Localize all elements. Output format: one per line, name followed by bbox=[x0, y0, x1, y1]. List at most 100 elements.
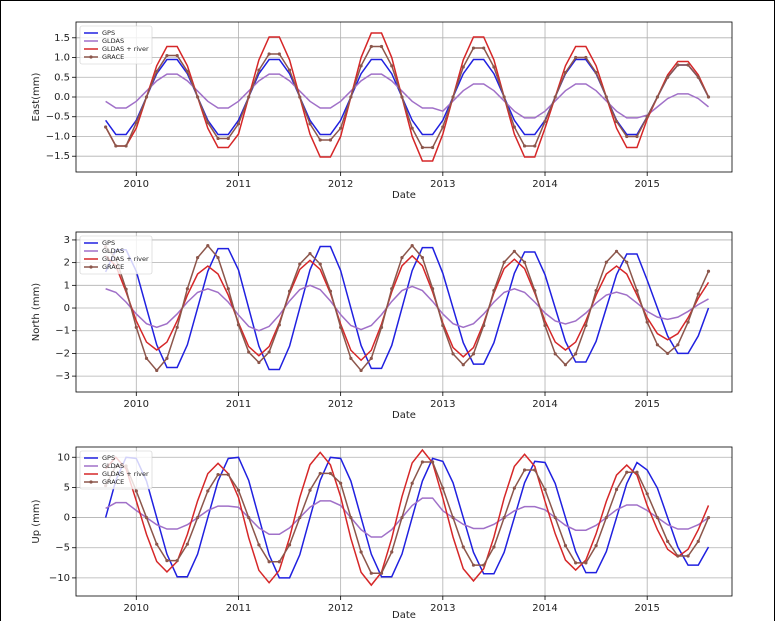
series-marker bbox=[369, 44, 373, 49]
series-marker bbox=[165, 558, 169, 563]
x-tick-label: 2014 bbox=[532, 603, 557, 614]
series-marker bbox=[451, 95, 455, 99]
y-tick-label: 1 bbox=[64, 280, 70, 291]
series-line bbox=[105, 448, 710, 587]
legend-label: GLDAS + river bbox=[102, 470, 149, 478]
y-axis-label: Up (mm) bbox=[31, 499, 42, 543]
series-marker bbox=[359, 64, 363, 68]
series-line bbox=[104, 461, 710, 574]
y-tick-label: 3 bbox=[64, 235, 70, 246]
series-marker bbox=[502, 515, 506, 520]
series-marker bbox=[431, 460, 435, 464]
series-marker bbox=[195, 515, 200, 520]
series-line bbox=[104, 45, 710, 149]
legend-label: GRACE bbox=[102, 478, 124, 486]
series-marker bbox=[104, 125, 108, 129]
series-marker bbox=[420, 460, 424, 464]
axes-frame bbox=[75, 231, 733, 393]
series-marker bbox=[512, 486, 516, 490]
x-tick-label: 2010 bbox=[124, 179, 149, 190]
series-marker bbox=[379, 325, 384, 329]
series-marker bbox=[676, 343, 680, 347]
series-marker bbox=[522, 468, 527, 472]
x-tick-label: 2013 bbox=[430, 399, 455, 410]
series-marker bbox=[226, 287, 230, 291]
series-marker bbox=[696, 75, 700, 79]
series-marker bbox=[594, 70, 598, 75]
series-marker bbox=[553, 352, 557, 356]
series-marker bbox=[482, 563, 486, 567]
series-marker bbox=[195, 256, 200, 260]
x-tick-label: 2013 bbox=[430, 603, 455, 614]
series-marker bbox=[277, 52, 281, 56]
legend-marker bbox=[89, 480, 93, 484]
series-marker bbox=[206, 121, 210, 125]
series-marker bbox=[236, 323, 241, 327]
series-marker bbox=[604, 95, 608, 99]
series-marker bbox=[185, 287, 189, 291]
y-tick-label: 0.0 bbox=[54, 92, 70, 103]
series-marker bbox=[543, 119, 547, 124]
y-tick-label: −2 bbox=[55, 348, 70, 359]
series-marker bbox=[410, 126, 414, 130]
series-marker bbox=[584, 323, 588, 328]
legend-label: GLDAS bbox=[102, 37, 124, 45]
y-tick-label: −1.5 bbox=[46, 151, 70, 162]
series-marker bbox=[226, 472, 230, 477]
series-marker bbox=[492, 288, 496, 293]
series-marker bbox=[318, 262, 322, 266]
y-tick-label: 2 bbox=[64, 258, 70, 269]
series-marker bbox=[471, 46, 476, 50]
series-marker bbox=[318, 471, 322, 476]
series-marker bbox=[706, 515, 711, 520]
series-marker bbox=[451, 515, 455, 520]
series-marker bbox=[134, 489, 138, 493]
series-marker bbox=[645, 115, 649, 119]
series-marker bbox=[247, 515, 251, 520]
series-marker bbox=[308, 122, 312, 126]
series-marker bbox=[298, 95, 302, 99]
y-tick-label: 0.5 bbox=[54, 72, 70, 83]
series-marker bbox=[216, 472, 220, 477]
series-marker bbox=[584, 55, 588, 60]
legend-box bbox=[79, 450, 153, 490]
x-tick-label: 2015 bbox=[634, 179, 659, 190]
legend-label: GPS bbox=[102, 239, 115, 247]
series-marker bbox=[257, 68, 261, 72]
y-tick-label: 1.0 bbox=[54, 53, 70, 64]
x-tick-label: 2011 bbox=[226, 399, 251, 410]
x-tick-label: 2014 bbox=[532, 179, 557, 190]
series-marker bbox=[308, 251, 312, 256]
x-tick-label: 2010 bbox=[124, 399, 149, 410]
series-marker bbox=[420, 256, 424, 260]
series-marker bbox=[625, 470, 629, 474]
legend-marker bbox=[89, 55, 93, 59]
series-marker bbox=[359, 550, 363, 554]
series-marker bbox=[410, 244, 414, 248]
series-marker bbox=[492, 65, 496, 69]
series-marker bbox=[247, 350, 251, 354]
y-axis-label: East(mm) bbox=[31, 72, 42, 121]
legend-label: GLDAS bbox=[102, 247, 124, 255]
series-marker bbox=[390, 550, 394, 554]
series-marker bbox=[696, 539, 700, 543]
series-marker bbox=[676, 63, 680, 67]
series-marker bbox=[185, 69, 189, 73]
series-marker bbox=[553, 515, 557, 520]
series-marker bbox=[543, 323, 547, 328]
series-marker bbox=[287, 289, 292, 293]
y-tick-label: −3 bbox=[55, 371, 70, 382]
legend-marker bbox=[89, 265, 93, 269]
series-marker bbox=[645, 320, 649, 324]
series-marker bbox=[563, 70, 568, 75]
series-marker bbox=[482, 323, 486, 328]
x-tick-label: 2011 bbox=[226, 179, 251, 190]
series-line bbox=[105, 254, 710, 362]
series-marker bbox=[318, 138, 322, 142]
y-tick-label: −5 bbox=[55, 543, 70, 554]
series-marker bbox=[512, 249, 516, 253]
series-marker bbox=[206, 244, 210, 248]
series-marker bbox=[482, 46, 486, 50]
series-marker bbox=[533, 468, 537, 472]
